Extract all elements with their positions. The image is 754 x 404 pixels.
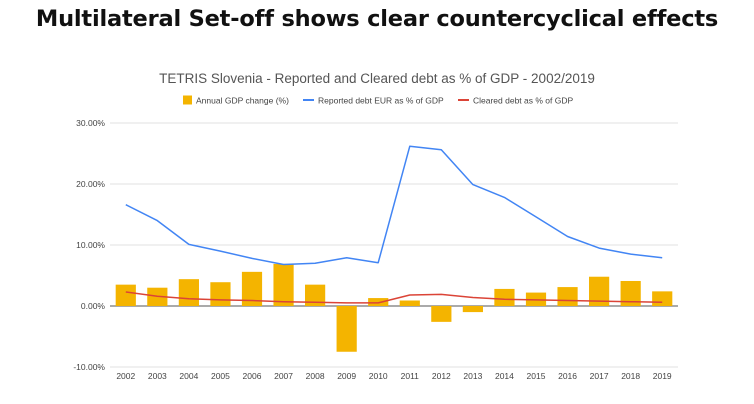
gdp-bar [368,298,389,306]
cleared-debt-line [125,291,663,304]
y-tick-label: 20.00% [76,179,105,189]
y-tick-label: 10.00% [76,240,105,250]
gdp-bar [462,306,483,313]
x-tick-label: 2017 [590,371,609,381]
gridlines [110,122,678,368]
x-tick-label: 2005 [211,371,230,381]
reported-debt-line [125,145,663,266]
x-tick-label: 2015 [527,371,546,381]
gdp-bar [210,282,231,306]
y-tick-label: -10.00% [73,362,105,372]
x-axis-ticks: 2002 2003 2004 2005 2006 2007 2008 2009 2010 2011… [116,371,672,381]
debt-lines [125,145,663,304]
x-tick-label: 2003 [148,371,167,381]
page-title: Multilateral Set-off shows clear counter… [35,6,719,32]
gdp-bar [399,300,420,306]
legend-swatch-gdp [183,95,192,105]
x-tick-label: 2008 [306,371,325,381]
legend-label-cleared: Cleared debt as % of GDP [473,96,573,106]
x-tick-label: 2002 [116,371,135,381]
gdp-bar [115,284,136,306]
chart-title: TETRIS Slovenia - Reported and Cleared d… [159,71,595,86]
legend: Annual GDP change (%) Reported debt EUR … [183,95,573,106]
x-tick-label: 2011 [401,371,420,381]
x-tick-label: 2014 [495,371,514,381]
x-tick-label: 2016 [558,371,577,381]
gdp-bar [620,280,641,306]
gdp-bar [273,263,294,306]
gdp-bar [494,288,515,306]
x-tick-label: 2004 [179,371,198,381]
gdp-bar [431,306,452,322]
gdp-bar [241,271,263,306]
x-tick-label: 2009 [337,371,356,381]
x-tick-label: 2013 [463,371,482,381]
legend-label-gdp: Annual GDP change (%) [196,96,289,106]
x-tick-label: 2006 [243,371,262,381]
x-tick-label: 2019 [653,371,672,381]
gdp-bars [115,263,673,352]
gdp-bar [652,291,673,306]
gdp-bar [589,276,610,306]
y-tick-label: 30.00% [76,118,105,128]
y-axis-ticks: 30.00% 20.00% 10.00% 0.00% -10.00% [73,118,105,372]
x-tick-label: 2010 [369,371,388,381]
x-tick-label: 2018 [621,371,640,381]
x-tick-label: 2012 [432,371,451,381]
gdp-bar [557,287,578,306]
y-tick-label: 0.00% [81,301,106,311]
gdp-bar [336,306,357,352]
legend-label-reported: Reported debt EUR as % of GDP [318,96,444,106]
gdp-bar [305,284,326,306]
x-tick-label: 2007 [274,371,293,381]
gdp-bar [178,279,199,306]
